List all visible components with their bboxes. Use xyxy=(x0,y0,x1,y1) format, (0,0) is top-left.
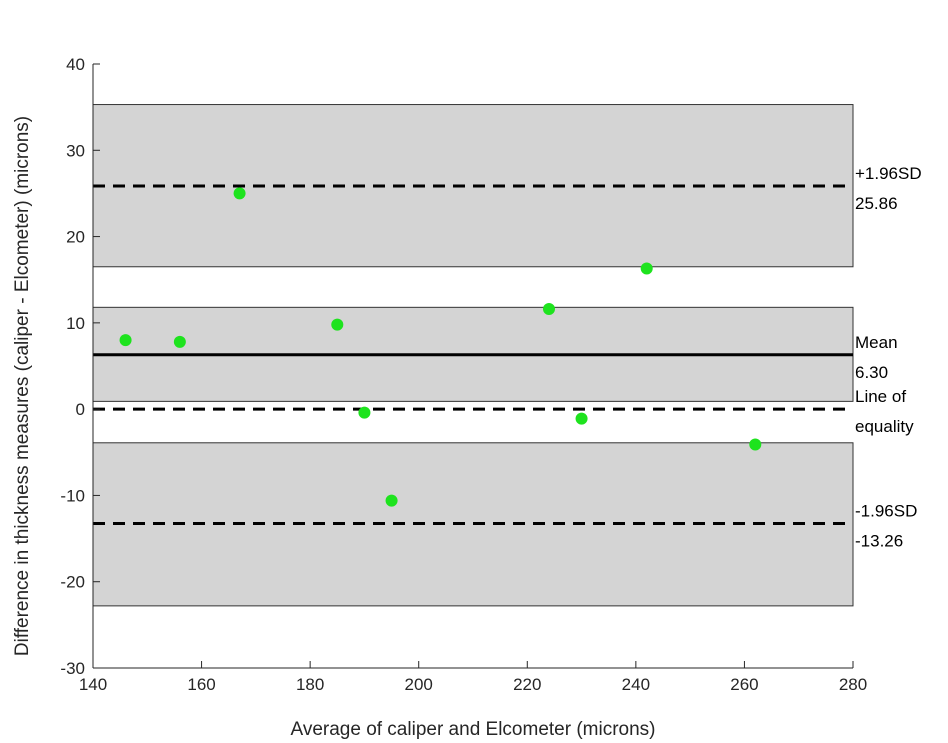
data-point-9 xyxy=(640,262,653,275)
x-tick-label: 140 xyxy=(79,675,107,694)
annotation-upper-limit-line2: 25.86 xyxy=(855,194,898,213)
x-tick-label: 280 xyxy=(839,675,867,694)
data-point-7 xyxy=(543,303,555,316)
x-tick-label: 180 xyxy=(296,675,324,694)
y-tick-label: -30 xyxy=(60,659,85,678)
data-point-6 xyxy=(385,494,398,507)
line-annotations: +1.96SD 25.86 Mean 6.30 Line of equality -1.96… xyxy=(855,164,922,551)
y-tick-label: 20 xyxy=(66,228,85,247)
data-point-1 xyxy=(119,334,132,347)
annotation-line-of-equality-line1: Line of xyxy=(855,387,906,406)
data-point-2 xyxy=(173,335,186,348)
data-points xyxy=(119,187,762,507)
annotation-mean-line1: Mean xyxy=(855,333,898,352)
axes: 140 160 180 200 220 240 260 280 -30 -20 -10 0 10 20 30… xyxy=(60,55,867,694)
annotation-lower-limit-line2: -13.26 xyxy=(855,532,903,551)
y-tick-label: 30 xyxy=(66,141,85,160)
x-tick-label: 240 xyxy=(622,675,650,694)
y-axis-label: Difference in thickness measures (calipe… xyxy=(12,116,33,656)
data-point-8 xyxy=(575,412,588,425)
data-point-3 xyxy=(233,187,246,200)
annotation-upper-limit-line1: +1.96SD xyxy=(855,164,922,183)
annotation-line-of-equality-line2: equality xyxy=(855,417,914,436)
x-axis-label: Average of caliper and Elcometer (micron… xyxy=(290,719,655,740)
data-point-10 xyxy=(749,438,762,451)
data-point-5 xyxy=(358,406,371,419)
reference-lines xyxy=(93,184,853,526)
x-tick-label: 220 xyxy=(513,675,541,694)
x-tick-label: 200 xyxy=(405,675,433,694)
y-tick-label: -10 xyxy=(60,486,85,505)
data-point-4 xyxy=(331,318,344,331)
annotation-mean-line2: 6.30 xyxy=(855,363,888,382)
y-tick-label: 10 xyxy=(66,314,85,333)
y-tick-label: 40 xyxy=(66,55,85,74)
annotation-lower-limit-line1: -1.96SD xyxy=(855,502,917,521)
y-tick-label: -20 xyxy=(60,573,85,592)
x-tick-label: 260 xyxy=(730,675,758,694)
y-tick-label: 0 xyxy=(76,400,85,419)
x-tick-label: 160 xyxy=(187,675,215,694)
